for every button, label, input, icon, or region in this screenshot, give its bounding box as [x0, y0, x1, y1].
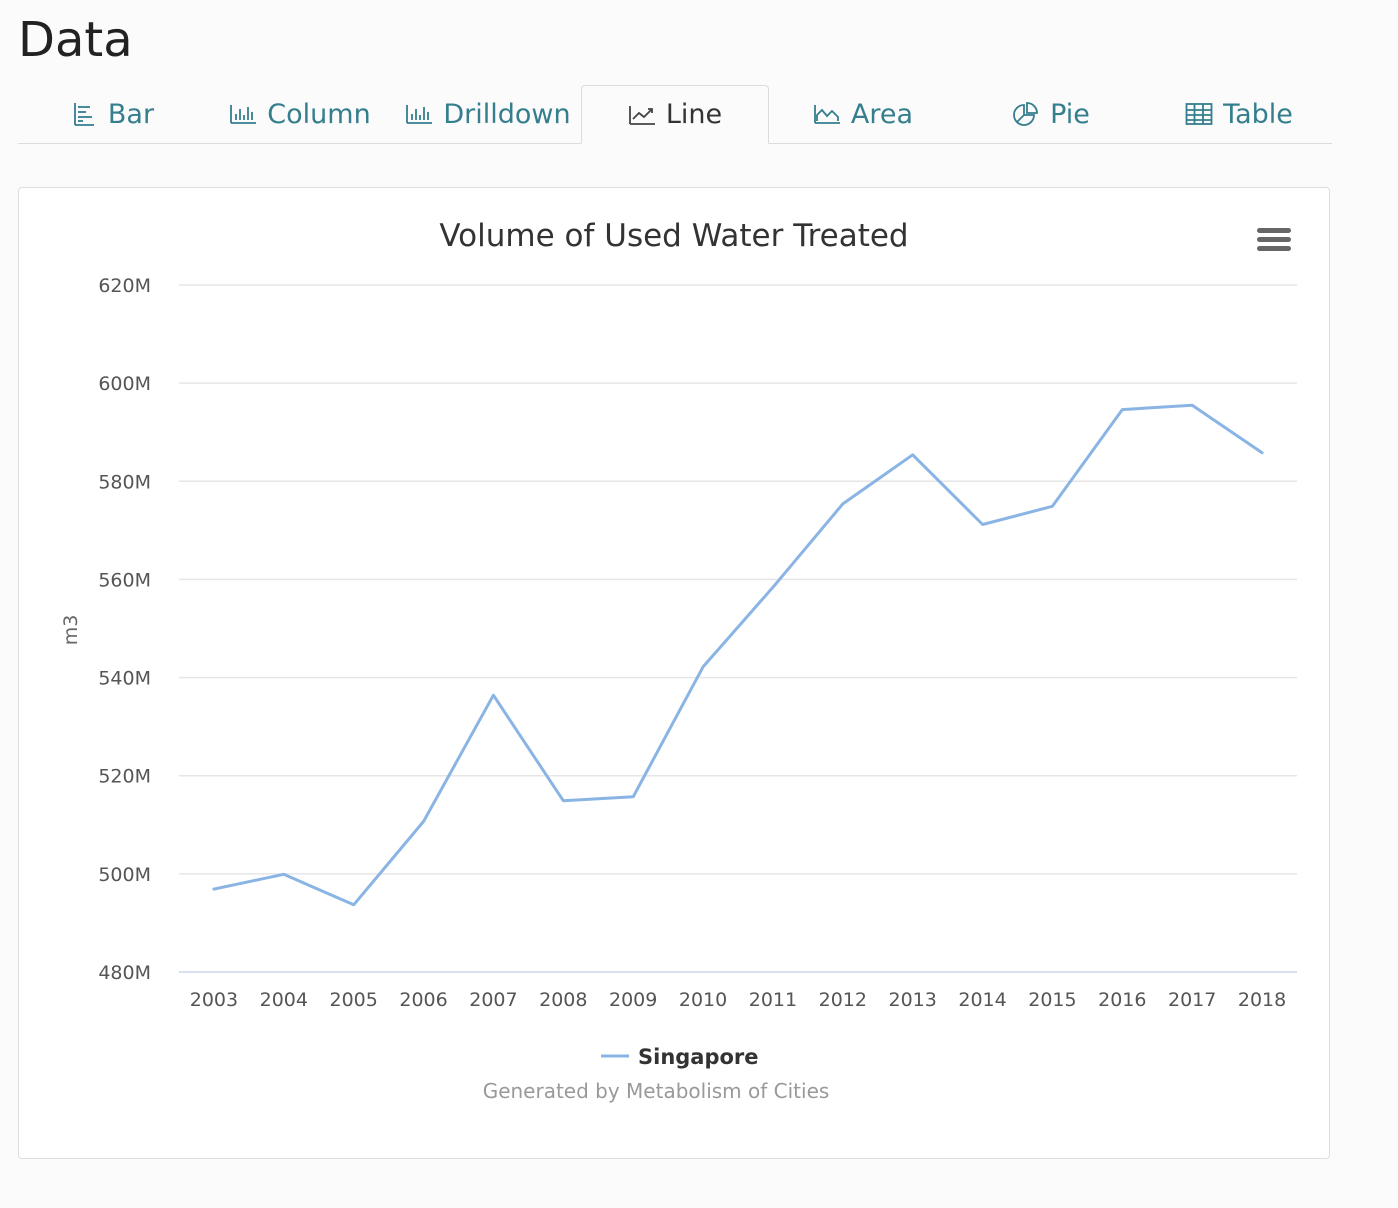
page-title: Data — [18, 12, 133, 68]
pie-chart-icon — [1012, 101, 1040, 127]
x-tick-label: 2014 — [958, 989, 1006, 1011]
x-tick-label: 2016 — [1098, 989, 1146, 1011]
drilldown-chart-icon — [405, 101, 433, 127]
x-tick-label: 2003 — [190, 989, 238, 1011]
legend-label-singapore[interactable]: Singapore — [638, 1045, 759, 1069]
y-tick-label: 620M — [98, 275, 151, 297]
x-tick-label: 2006 — [399, 989, 447, 1011]
data-point[interactable] — [1044, 498, 1060, 514]
x-tick-label: 2007 — [469, 989, 517, 1011]
y-tick-label: 480M — [98, 962, 151, 984]
data-point[interactable] — [485, 687, 501, 703]
x-tick-label: 2008 — [539, 989, 587, 1011]
y-tick-label: 560M — [98, 569, 151, 591]
menu-bar-1 — [1257, 228, 1291, 233]
tab-bar-label: Bar — [107, 98, 155, 130]
data-point[interactable] — [765, 579, 781, 595]
data-point[interactable] — [905, 447, 921, 463]
data-point[interactable] — [695, 659, 711, 675]
tab-line[interactable]: Line — [581, 85, 769, 144]
tab-pie[interactable]: Pie — [957, 85, 1145, 143]
x-axis-ticks: 2003 2004 2005 2006 2007 2008 2009 2010 2011 2012… — [190, 989, 1286, 1011]
y-tick-label: 520M — [98, 766, 151, 788]
data-point[interactable] — [625, 789, 641, 805]
tab-pie-label: Pie — [1050, 98, 1090, 130]
column-chart-icon — [229, 101, 257, 127]
data-point[interactable] — [555, 793, 571, 809]
menu-bar-3 — [1257, 246, 1291, 251]
chart-credits[interactable]: Generated by Metabolism of Cities — [483, 1079, 830, 1103]
line-chart-icon — [628, 102, 656, 128]
menu-bar-2 — [1257, 237, 1291, 242]
tab-table-label: Table — [1223, 98, 1293, 130]
tab-line-label: Line — [665, 99, 723, 130]
series-layer — [206, 397, 1270, 913]
series-line-singapore[interactable] — [212, 403, 1264, 907]
data-point[interactable] — [206, 881, 222, 897]
tab-table[interactable]: Table — [1145, 85, 1333, 143]
y-axis-ticks: 480M 500M 520M 540M 560M 580M 600M 620M — [98, 275, 151, 984]
y-tick-label: 600M — [98, 373, 151, 395]
x-tick-label: 2015 — [1028, 989, 1076, 1011]
data-point[interactable] — [276, 866, 292, 882]
data-point[interactable] — [346, 897, 362, 913]
tab-drilldown-label: Drilldown — [443, 98, 571, 130]
tab-area-label: Area — [850, 98, 914, 130]
x-tick-label: 2017 — [1168, 989, 1216, 1011]
x-tick-label: 2009 — [609, 989, 657, 1011]
chart-menu-button[interactable] — [1257, 228, 1291, 256]
x-tick-label: 2005 — [330, 989, 378, 1011]
y-axis-title: m3 — [60, 615, 82, 646]
chart-title: Volume of Used Water Treated — [439, 218, 908, 254]
y-tick-label: 540M — [98, 668, 151, 690]
line-chart: Volume of Used Water Treated 480M 500M 520… — [60, 218, 1297, 1103]
x-tick-label: 2013 — [889, 989, 937, 1011]
data-point[interactable] — [975, 516, 991, 532]
tab-drilldown[interactable]: Drilldown — [394, 85, 582, 143]
x-tick-label: 2010 — [679, 989, 727, 1011]
table-icon — [1185, 101, 1213, 127]
data-point[interactable] — [416, 813, 432, 829]
tab-area[interactable]: Area — [769, 85, 957, 143]
legend[interactable]: Singapore — [601, 1045, 759, 1069]
chart-panel: Volume of Used Water Treated 480M 500M 520… — [18, 187, 1330, 1159]
tab-column-label: Column — [267, 98, 371, 130]
x-tick-label: 2012 — [819, 989, 867, 1011]
tab-column[interactable]: Column — [206, 85, 394, 143]
x-tick-label: 2018 — [1238, 989, 1286, 1011]
data-point[interactable] — [1114, 402, 1130, 418]
y-tick-label: 500M — [98, 864, 151, 886]
data-point[interactable] — [1184, 397, 1200, 413]
bar-chart-icon — [70, 101, 98, 127]
y-tick-label: 580M — [98, 471, 151, 493]
area-chart-icon — [813, 101, 841, 127]
tab-bar[interactable]: Bar — [18, 85, 206, 143]
data-point[interactable] — [1254, 445, 1270, 461]
gridlines — [179, 284, 1297, 973]
data-point[interactable] — [835, 496, 851, 512]
x-tick-label: 2004 — [260, 989, 308, 1011]
x-tick-label: 2011 — [749, 989, 797, 1011]
chart-type-tabs: Bar Column Drilldown Line Area Pie Tab — [18, 85, 1332, 144]
